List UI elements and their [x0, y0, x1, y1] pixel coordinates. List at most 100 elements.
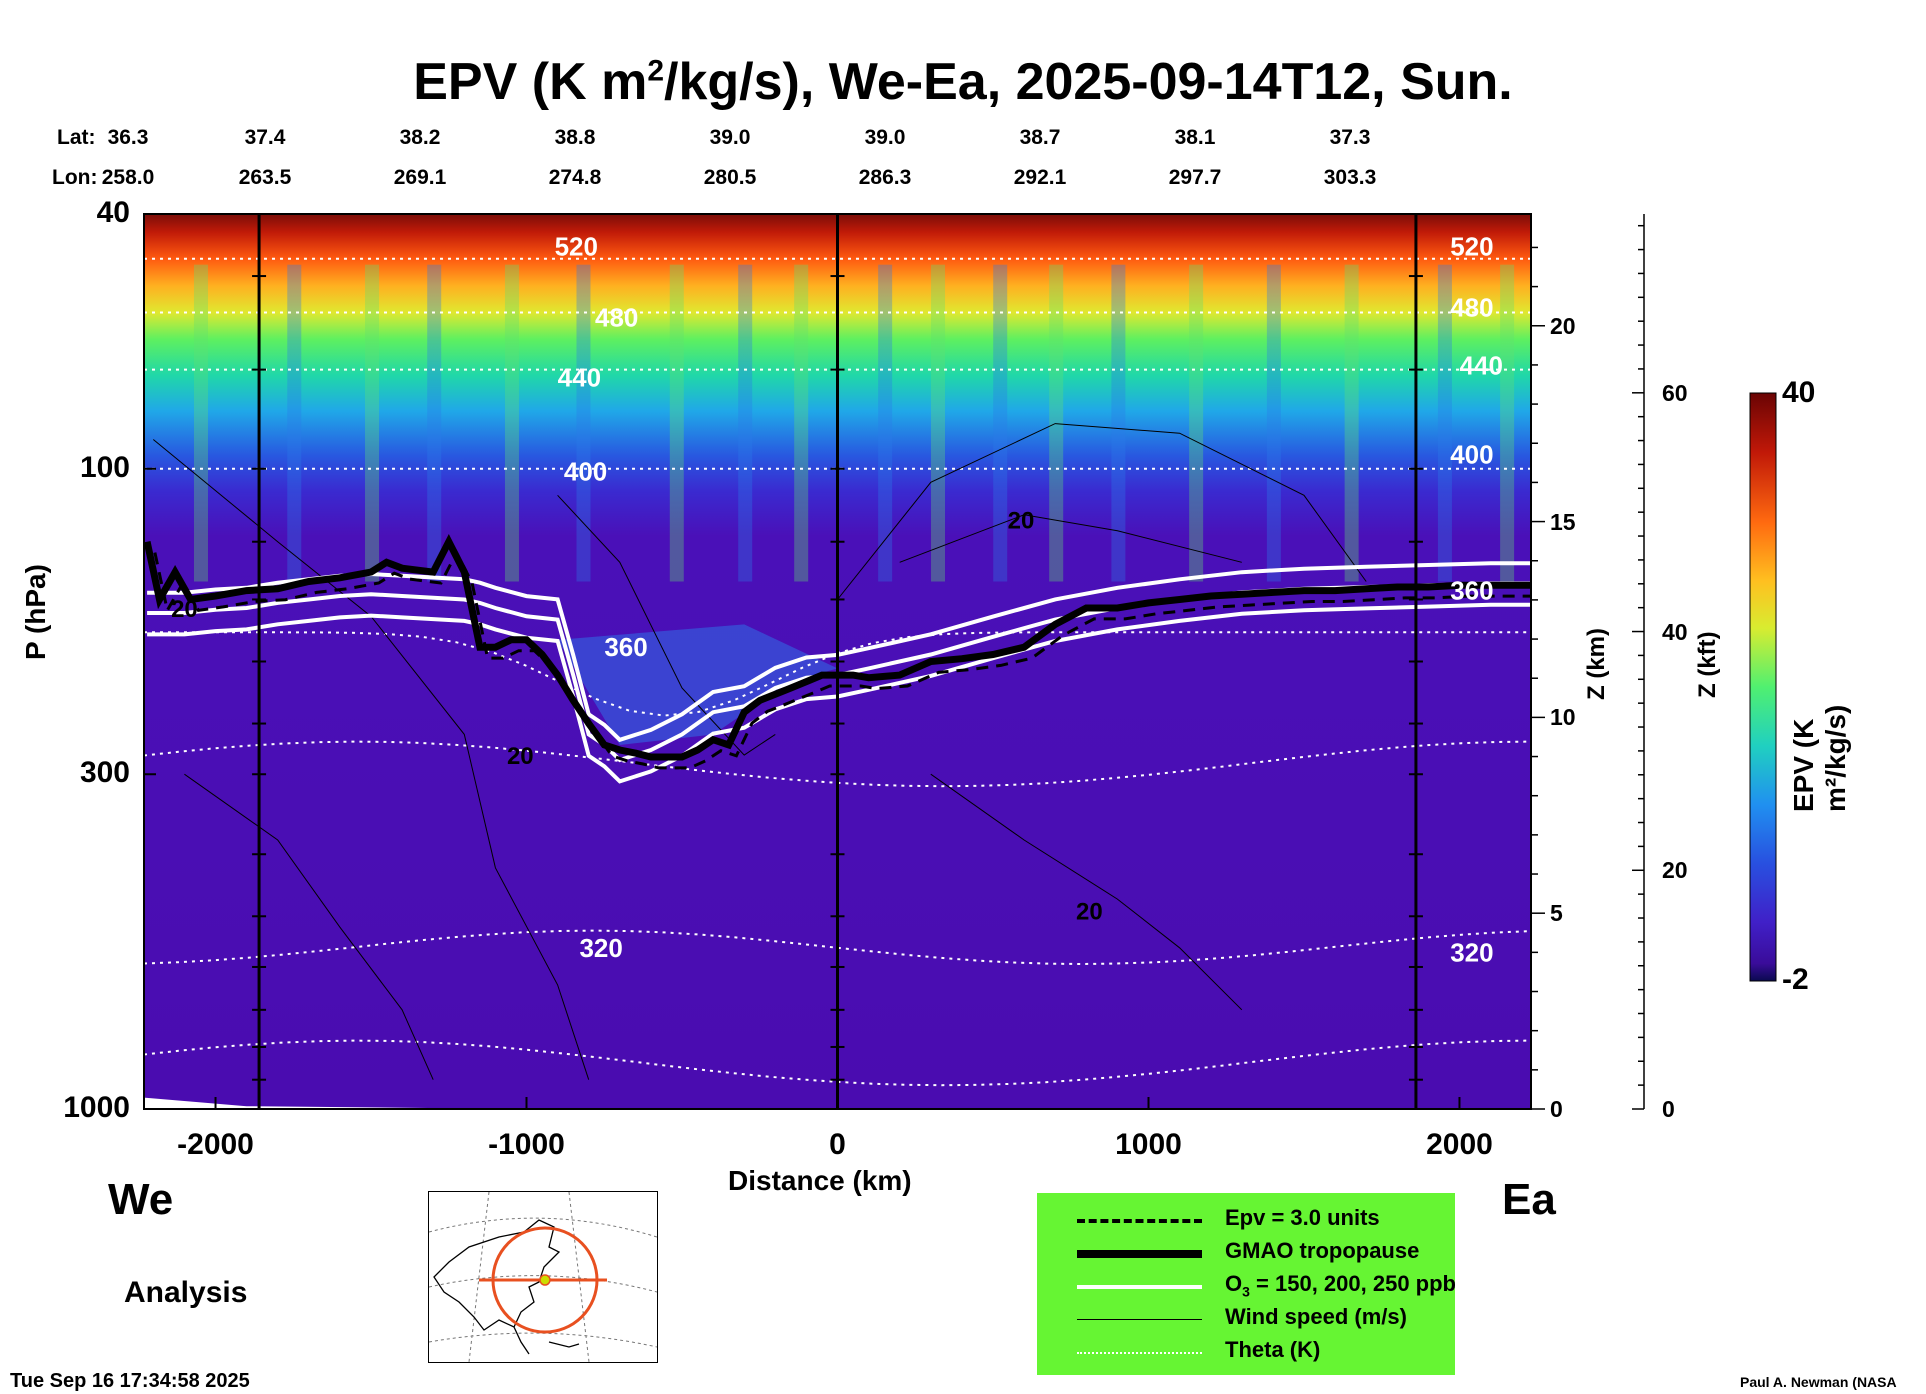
timestamp: Tue Sep 16 17:34:58 2025 [10, 1370, 250, 1392]
colorbar-min-label: -2 [1782, 963, 1809, 996]
latitude-value: 38.7 [1019, 126, 1061, 149]
theta-label: 520 [1450, 232, 1493, 262]
theta-label: 360 [1450, 576, 1493, 606]
wind-label: 20 [171, 596, 198, 623]
latitude-value: 38.8 [554, 126, 596, 149]
epv-streak [576, 264, 591, 582]
theta-label: 400 [564, 457, 607, 487]
theta-label: 480 [595, 302, 638, 332]
z-km-tick-label: 5 [1550, 900, 1563, 927]
locator-map-svg [429, 1192, 657, 1362]
theta-label: 320 [579, 933, 622, 963]
z-km-tick-label: 0 [1550, 1096, 1563, 1122]
epv-streak [993, 264, 1008, 582]
epv-streak [365, 264, 380, 582]
epv-streak [1266, 264, 1281, 582]
legend-wind-text: Wind speed (m/s) [1225, 1304, 1407, 1329]
longitude-value: 303.3 [1323, 166, 1377, 189]
east-label: Ea [1502, 1175, 1556, 1224]
z-km-tick-label: 20 [1550, 312, 1576, 339]
epv-streak [738, 264, 753, 582]
missing-data [144, 1097, 527, 1109]
analysis-label: Analysis [124, 1276, 248, 1309]
latitude-value: 39.0 [709, 126, 751, 149]
legend: Epv = 3.0 units GMAO tropopause O3 = 150… [1037, 1193, 1456, 1375]
legend-theta-text: Theta (K) [1225, 1337, 1321, 1362]
longitude-value: 258.0 [101, 166, 155, 189]
latitude-value: 37.3 [1329, 126, 1371, 149]
theta-label: 400 [1450, 440, 1493, 470]
legend-theta-swatch [1077, 1352, 1202, 1354]
z-kft-label: Z (kft) [1694, 631, 1721, 698]
longitude-value: 286.3 [858, 166, 912, 189]
x-tick-label: 1000 [1115, 1128, 1182, 1161]
colorbar [1749, 392, 1777, 982]
theta-label: 440 [1460, 351, 1503, 381]
longitude-value: 263.5 [238, 166, 292, 189]
lat-row-label: Lat: [57, 126, 96, 149]
epv-streak [669, 264, 684, 582]
west-label: We [108, 1175, 174, 1224]
z-km-tick-label: 15 [1550, 508, 1576, 535]
colorbar-max-label: 40 [1782, 376, 1816, 409]
theta-label: 360 [604, 632, 647, 662]
epv-streak [193, 264, 208, 582]
locator-map [428, 1191, 658, 1363]
wind-contour [899, 514, 1242, 563]
wind-label: 20 [507, 743, 534, 770]
legend-epv-text: Epv = 3.0 units [1225, 1205, 1380, 1230]
wind-contour [837, 423, 1367, 600]
epv-streak [1111, 264, 1126, 582]
wind-contour [930, 773, 1243, 1011]
legend-tropopause: GMAO tropopause [1037, 1238, 1455, 1271]
latitude-value: 36.3 [107, 126, 149, 149]
z-kft-tick-label: 40 [1662, 618, 1688, 645]
legend-tropopause-swatch [1077, 1250, 1202, 1258]
y-tick-label: 40 [96, 196, 130, 229]
epv-streak [504, 264, 519, 582]
x-tick-label: -1000 [488, 1128, 565, 1161]
epv-streak [794, 264, 809, 582]
legend-ozone-text: O3 = 150, 200, 250 ppb [1225, 1271, 1456, 1300]
map-coastline [433, 1219, 580, 1355]
plot-frame [143, 213, 1532, 1110]
epv-streak [1049, 264, 1064, 582]
wind-label: 20 [1008, 507, 1035, 534]
theta-label: 440 [558, 362, 601, 392]
map-center-marker [539, 1274, 551, 1286]
longitude-value: 292.1 [1013, 166, 1067, 189]
wind-contour [152, 439, 590, 1080]
epv-streak [931, 264, 946, 582]
epv-streak [878, 264, 893, 582]
epv-streak [287, 264, 302, 582]
y-tick-label: 300 [79, 756, 130, 790]
legend-epv-swatch [1077, 1219, 1202, 1223]
epv-streak [427, 264, 442, 582]
legend-ozone-swatch [1077, 1285, 1202, 1289]
longitude-value: 269.1 [393, 166, 447, 189]
z-kft-tick-label: 20 [1662, 857, 1688, 884]
ozone-contour [147, 602, 1531, 784]
legend-theta: Theta (K) [1037, 1337, 1455, 1370]
epv-streak [1500, 264, 1515, 582]
legend-ozone: O3 = 150, 200, 250 ppb [1037, 1271, 1456, 1304]
theta-label: 480 [1450, 293, 1493, 323]
colorbar-label: EPV (K m²/kg/s) [1788, 704, 1851, 812]
longitude-value: 274.8 [548, 166, 602, 189]
latitude-value: 38.2 [399, 126, 441, 149]
x-tick-label: 0 [829, 1128, 846, 1161]
legend-wind-swatch [1077, 1319, 1202, 1320]
y-axis-label: P (hPa) [20, 564, 51, 660]
latitude-value: 37.4 [244, 126, 286, 149]
theta-label: 320 [1450, 938, 1493, 968]
legend-epv: Epv = 3.0 units [1037, 1205, 1455, 1238]
gmao-tropopause [144, 534, 1531, 761]
y-tick-label: 100 [79, 450, 130, 484]
z-kft-tick-label: 60 [1662, 379, 1688, 406]
longitude-value: 280.5 [703, 166, 757, 189]
z-km-label: Z (km) [1583, 628, 1610, 700]
theta-label: 520 [555, 232, 598, 262]
x-axis-label: Distance (km) [728, 1165, 912, 1196]
wind-contour [184, 773, 434, 1080]
